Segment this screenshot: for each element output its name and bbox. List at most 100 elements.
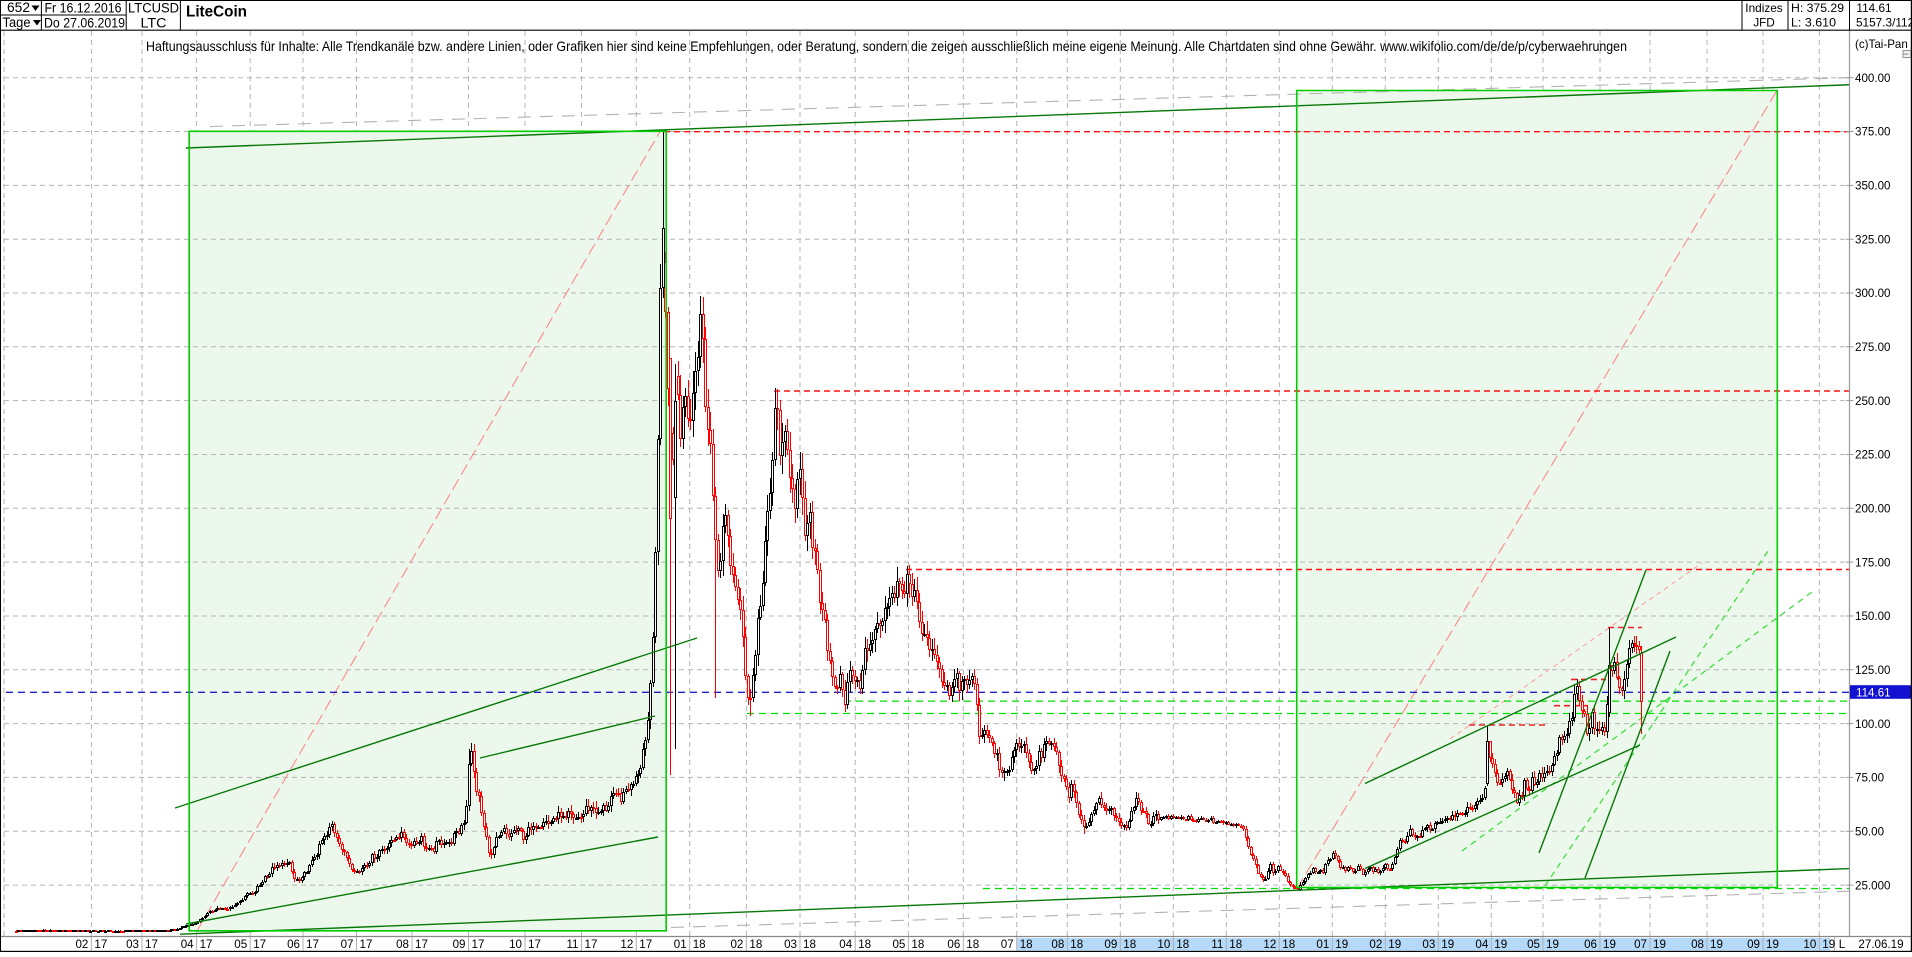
svg-text:18: 18 [858,938,871,951]
svg-text:02: 02 [1369,938,1382,951]
svg-text:19: 19 [1335,938,1348,951]
svg-text:17: 17 [639,938,652,951]
svg-text:02: 02 [730,938,743,951]
svg-text:150.00: 150.00 [1855,610,1890,623]
svg-text:19: 19 [1710,938,1723,951]
svg-text:05: 05 [892,938,905,951]
svg-text:03: 03 [126,938,139,951]
svg-text:18: 18 [803,938,816,951]
svg-text:75.00: 75.00 [1855,772,1884,785]
svg-text:19: 19 [1388,938,1401,951]
svg-text:19: 19 [1822,938,1835,951]
svg-text:18: 18 [1070,938,1083,951]
svg-text:04: 04 [181,938,194,951]
svg-text:Tage: Tage [3,15,31,30]
svg-text:17: 17 [145,938,158,951]
svg-text:19: 19 [1766,938,1779,951]
svg-text:03: 03 [784,938,797,951]
svg-text:07: 07 [1001,938,1014,951]
svg-text:19: 19 [1603,938,1616,951]
svg-text:19: 19 [1494,938,1507,951]
svg-text:18: 18 [1020,938,1033,951]
svg-text:08: 08 [1051,938,1064,951]
svg-text:LTC: LTC [141,16,167,31]
svg-text:17: 17 [200,938,213,951]
svg-text:18: 18 [1176,938,1189,951]
svg-text:375.00: 375.00 [1855,126,1890,139]
svg-text:L: L [1839,938,1846,951]
svg-text:06: 06 [287,938,300,951]
svg-text:08: 08 [1691,938,1704,951]
svg-text:175.00: 175.00 [1855,556,1890,569]
svg-text:11: 11 [1211,938,1223,951]
svg-text:09: 09 [453,938,466,951]
svg-text:04: 04 [839,938,852,951]
svg-text:10: 10 [509,938,522,951]
svg-text:10: 10 [1803,938,1816,951]
svg-text:17: 17 [253,938,266,951]
svg-text:652: 652 [7,0,30,15]
svg-text:06: 06 [1584,938,1597,951]
svg-text:18: 18 [966,938,979,951]
svg-text:18: 18 [1229,938,1242,951]
svg-text:19: 19 [1653,938,1666,951]
svg-text:Fr 16.12.2016: Fr 16.12.2016 [45,1,122,16]
svg-text:18: 18 [1282,938,1295,951]
svg-text:05: 05 [1527,938,1540,951]
svg-text:25.000: 25.000 [1855,879,1890,892]
svg-text:125.00: 125.00 [1855,664,1890,677]
svg-text:325.00: 325.00 [1855,233,1890,246]
svg-text:03: 03 [1422,938,1435,951]
svg-text:09: 09 [1747,938,1760,951]
svg-text:250.00: 250.00 [1855,395,1890,408]
svg-text:17: 17 [528,938,541,951]
svg-text:17: 17 [585,938,598,951]
svg-text:18: 18 [911,938,924,951]
svg-text:12: 12 [1263,938,1276,951]
svg-text:18: 18 [693,938,706,951]
svg-text:Haftungsausschluss für Inhalte: Haftungsausschluss für Inhalte: Alle Tre… [146,39,1627,54]
svg-text:17: 17 [472,938,485,951]
svg-text:04: 04 [1475,938,1488,951]
svg-text:400.00: 400.00 [1855,72,1890,85]
svg-text:05: 05 [234,938,247,951]
svg-text:Indizes: Indizes [1745,1,1782,15]
svg-text:200.00: 200.00 [1855,503,1890,516]
svg-text:17: 17 [306,938,319,951]
svg-text:11: 11 [566,938,578,951]
svg-text:(c)Tai-Pan: (c)Tai-Pan [1855,38,1908,51]
svg-text:225.00: 225.00 [1855,449,1890,462]
svg-text:17: 17 [360,938,373,951]
svg-text:114.61: 114.61 [1856,1,1891,15]
svg-text:07: 07 [341,938,354,951]
svg-text:275.00: 275.00 [1855,341,1890,354]
svg-text:JFD: JFD [1753,16,1775,30]
svg-text:18: 18 [1123,938,1136,951]
svg-text:01: 01 [1316,938,1329,951]
svg-text:100.00: 100.00 [1855,718,1890,731]
svg-text:Do 27.06.2019: Do 27.06.2019 [44,16,125,31]
svg-text:19: 19 [1441,938,1454,951]
svg-text:L: 3.610: L: 3.610 [1791,16,1836,30]
svg-text:12: 12 [620,938,633,951]
svg-text:H: 375.29: H: 375.29 [1791,1,1844,15]
svg-text:08: 08 [396,938,409,951]
svg-text:17: 17 [94,938,107,951]
svg-text:27.06.19: 27.06.19 [1858,938,1903,951]
svg-text:LTCUSD: LTCUSD [128,1,179,16]
svg-text:10: 10 [1157,938,1170,951]
svg-text:LiteCoin: LiteCoin [186,4,247,21]
svg-text:5157.3/112: 5157.3/112 [1856,16,1912,30]
svg-text:300.00: 300.00 [1855,287,1890,300]
svg-text:17: 17 [415,938,428,951]
svg-text:114.61: 114.61 [1856,686,1891,699]
svg-text:09: 09 [1104,938,1117,951]
svg-text:19: 19 [1546,938,1559,951]
svg-text:07: 07 [1634,938,1647,951]
svg-text:01: 01 [674,938,687,951]
svg-text:18: 18 [749,938,762,951]
svg-text:06: 06 [947,938,960,951]
svg-text:350.00: 350.00 [1855,180,1890,193]
svg-text:50.00: 50.00 [1855,826,1884,839]
svg-text:02: 02 [75,938,88,951]
